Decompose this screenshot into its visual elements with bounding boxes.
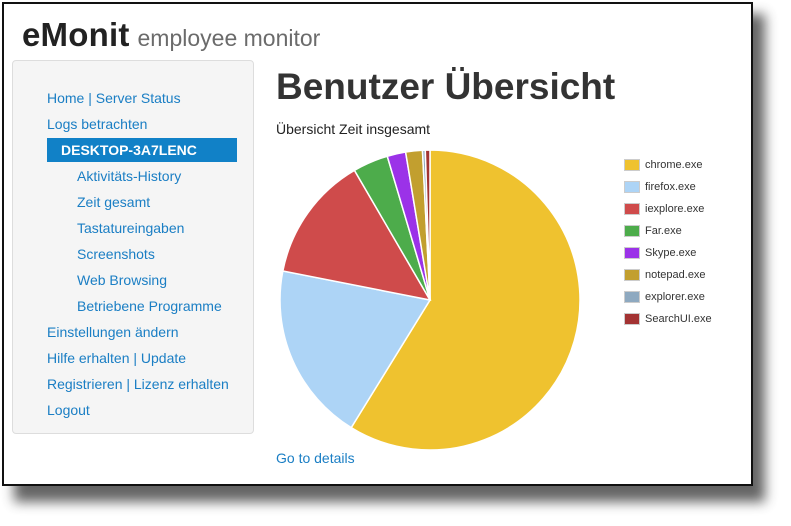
legend-label: chrome.exe <box>645 159 703 171</box>
legend-label: Far.exe <box>645 225 682 237</box>
pie-slice-iexplore-exe[interactable] <box>281 169 432 302</box>
pie-slice-searchui-exe[interactable] <box>424 149 431 301</box>
sidebar-nav: Home | Server Status Logs betrachten DESKT… <box>13 85 253 423</box>
legend-swatch <box>624 203 640 215</box>
brand-name: eMonit <box>22 16 130 53</box>
brand-header: eMonit employee monitor <box>22 16 320 54</box>
sidebar-item-desktop-3a7lenc[interactable]: DESKTOP-3A7LENC <box>47 138 237 162</box>
brand-tagline: employee monitor <box>137 25 321 51</box>
legend-swatch <box>624 181 640 193</box>
legend-entry: chrome.exe <box>624 154 712 176</box>
legend-label: notepad.exe <box>645 269 706 281</box>
chart-title: Übersicht Zeit insgesamt <box>276 121 431 137</box>
sidebar-item-aktivitäts-history[interactable]: Aktivitäts-History <box>77 168 182 184</box>
legend-label: explorer.exe <box>645 291 705 303</box>
sidebar-item-logs-betrachten[interactable]: Logs betrachten <box>47 116 148 132</box>
pie-slice-chrome-exe[interactable] <box>350 149 581 451</box>
legend-label: iexplore.exe <box>645 203 705 215</box>
go-to-details-link[interactable]: Go to details <box>276 450 355 466</box>
legend-swatch <box>624 247 640 259</box>
legend-label: firefox.exe <box>645 181 696 193</box>
legend-swatch <box>624 225 640 237</box>
legend-entry: Skype.exe <box>624 242 712 264</box>
sidebar: Home | Server Status Logs betrachten DESKT… <box>12 60 254 434</box>
sidebar-item-screenshots[interactable]: Screenshots <box>77 246 155 262</box>
page-title: Benutzer Übersicht <box>276 66 616 107</box>
legend-entry: SearchUI.exe <box>624 308 712 330</box>
legend-entry: iexplore.exe <box>624 198 712 220</box>
legend-swatch <box>624 269 640 281</box>
pie-chart <box>279 149 581 451</box>
legend-entry: firefox.exe <box>624 176 712 198</box>
sidebar-item-logout[interactable]: Logout <box>47 402 90 418</box>
pie-slice-firefox-exe[interactable] <box>279 270 432 429</box>
sidebar-item-web-browsing[interactable]: Web Browsing <box>77 272 168 288</box>
sidebar-item-einstellungen-ändern[interactable]: Einstellungen ändern <box>47 324 179 340</box>
legend-swatch <box>624 291 640 303</box>
sidebar-item-zeit-gesamt[interactable]: Zeit gesamt <box>77 194 151 210</box>
legend-entry: notepad.exe <box>624 264 712 286</box>
legend-label: Skype.exe <box>645 247 697 259</box>
sidebar-item-tastatureingaben[interactable]: Tastatureingaben <box>77 220 185 236</box>
chart-legend: chrome.exe firefox.exe iexplore.exe Far.exe… <box>624 154 712 330</box>
legend-swatch <box>624 313 640 325</box>
app-window: eMonit employee monitor Home | Server Sta… <box>2 2 753 486</box>
legend-entry: Far.exe <box>624 220 712 242</box>
sidebar-item-hilfe-erhalten-update[interactable]: Hilfe erhalten | Update <box>47 350 187 366</box>
legend-swatch <box>624 159 640 171</box>
legend-label: SearchUI.exe <box>645 313 712 325</box>
sidebar-item-registrieren-lizenz-erhalten[interactable]: Registrieren | Lizenz erhalten <box>47 376 229 392</box>
sidebar-item-home-server-status[interactable]: Home | Server Status <box>47 90 181 106</box>
legend-entry: explorer.exe <box>624 286 712 308</box>
sidebar-item-betriebene-programme[interactable]: Betriebene Programme <box>77 298 222 314</box>
